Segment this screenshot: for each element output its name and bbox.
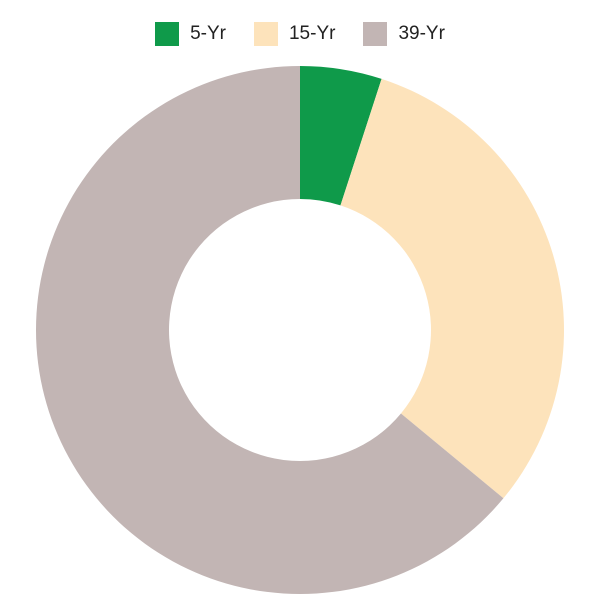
donut-segment	[300, 66, 382, 206]
donut-segment	[36, 66, 504, 594]
legend-label: 5-Yr	[190, 23, 226, 44]
legend: 5-Yr 15-Yr 39-Yr	[0, 22, 600, 46]
donut-segment	[340, 78, 564, 499]
legend-item: 5-Yr	[155, 22, 226, 46]
legend-label: 39-Yr	[398, 23, 445, 44]
legend-item: 15-Yr	[253, 22, 336, 46]
legend-swatch	[253, 22, 278, 46]
legend-label: 15-Yr	[288, 23, 336, 44]
legend-swatch	[155, 22, 180, 46]
legend-item: 39-Yr	[363, 22, 445, 46]
legend-swatch	[363, 22, 388, 46]
